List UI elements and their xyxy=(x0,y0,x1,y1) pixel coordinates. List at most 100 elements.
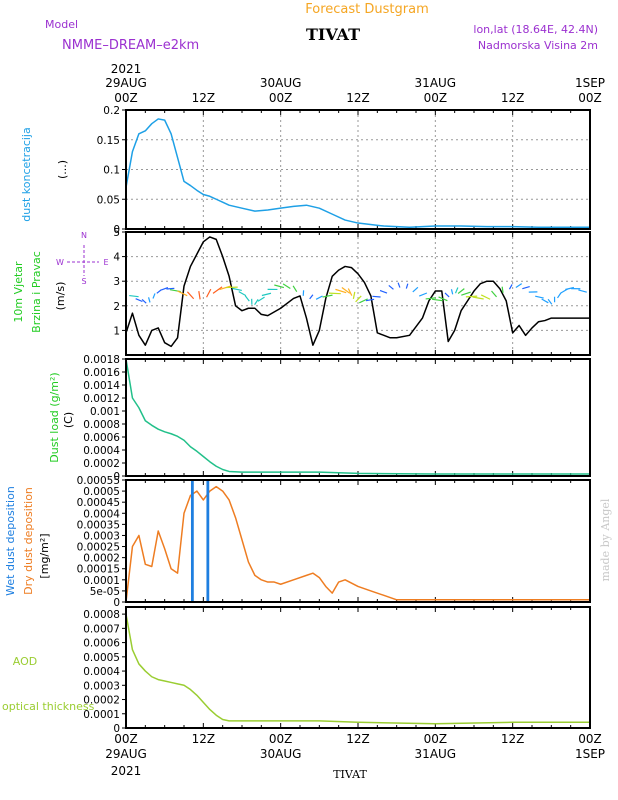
bottom-year: 2021 xyxy=(111,764,142,778)
wind-arrow xyxy=(578,289,587,293)
wind-arrow xyxy=(388,284,394,290)
y-tick-label: 0.0014 xyxy=(83,380,120,392)
wind-arrow xyxy=(257,296,265,302)
panel-frame xyxy=(125,479,591,603)
wind-arrow xyxy=(541,298,549,304)
wind-arrow xyxy=(432,298,443,302)
wind-arrow xyxy=(501,286,504,293)
series-line-wind-0 xyxy=(125,236,590,348)
y-axis-unit: [mg/m²] xyxy=(38,533,51,578)
wind-arrow xyxy=(166,287,175,290)
y-tick-label: 0.0001 xyxy=(83,709,120,721)
wind-arrow xyxy=(244,295,250,302)
compass-rose: N S W E xyxy=(56,231,108,286)
y-tick-label: 0.2 xyxy=(103,105,120,117)
y-tick-label: 0.0008 xyxy=(83,419,120,431)
y-tick-label: 0.0008 xyxy=(83,609,120,621)
legend-wet: Wet dust deposition xyxy=(4,486,17,596)
wind-arrow xyxy=(147,297,151,303)
top-tick-label: 00Z xyxy=(114,91,138,105)
elevation-text: Nadmorska Visina 2m xyxy=(478,39,598,52)
bottom-tick-label: 00Z xyxy=(114,732,138,746)
wind-arrow xyxy=(450,289,454,295)
wind-arrow xyxy=(282,283,291,289)
y-tick-label: 0.0006 xyxy=(83,638,120,650)
bottom-tick-label: 12Z xyxy=(192,732,216,746)
series-line-deposition-0 xyxy=(125,485,590,603)
y-tick-label: 0.0005 xyxy=(83,652,120,664)
y-tick-label: 3 xyxy=(113,276,120,288)
wind-arrow xyxy=(359,298,368,304)
series-line-deposition-1 xyxy=(126,479,590,603)
footer-station: TIVAT xyxy=(333,768,367,781)
y-tick-label: 0.0003 xyxy=(83,530,120,542)
y-axis-label-2: optical thickness xyxy=(2,700,95,713)
top-tick-label: 12Z xyxy=(192,91,216,105)
wind-arrow xyxy=(161,287,169,291)
wind-arrow xyxy=(491,290,498,298)
bottom-tick-label: 00Z xyxy=(578,732,602,746)
y-tick-label: 0.0018 xyxy=(83,354,120,366)
wind-arrow xyxy=(412,286,419,293)
wind-arrow xyxy=(135,298,143,303)
watermark: made by Angel xyxy=(599,498,612,581)
top-tick-label: 31AUG xyxy=(415,76,457,90)
y-tick-label: 0.001 xyxy=(90,406,120,418)
wind-arrow xyxy=(206,288,212,298)
wind-arrow xyxy=(480,294,491,300)
wind-arrow xyxy=(238,291,247,297)
y-tick-label: 0.0016 xyxy=(83,367,120,379)
top-year: 2021 xyxy=(111,62,142,76)
y-tick-label: 0.05 xyxy=(97,194,120,206)
y-tick-label: 0.0004 xyxy=(83,508,120,520)
wind-arrow xyxy=(328,292,341,295)
panel-frame xyxy=(125,231,591,356)
panel-dust_concentration: 0 0.05 0.1 0.15 0.2 dust koncetracija (...) xyxy=(20,105,591,236)
y-tick-label: 0.0004 xyxy=(83,445,120,457)
y-axis-unit: (m/s) xyxy=(54,282,67,311)
compass-n: N xyxy=(81,231,87,240)
wind-arrow xyxy=(535,295,544,299)
wind-arrow xyxy=(186,291,195,300)
y-tick-label: 5e-05 xyxy=(90,586,120,598)
bottom-tick-label: 00Z xyxy=(424,732,448,746)
top-tick-label: 00Z xyxy=(578,91,602,105)
y-tick-label: 0.00025 xyxy=(77,542,120,554)
y-tick-label: 0 xyxy=(113,224,120,236)
y-tick-label: 0.00045 xyxy=(77,497,120,509)
panel-deposition: 05e-050.00010.000150.00020.000250.00030.… xyxy=(4,475,591,609)
wind-arrow xyxy=(522,286,530,290)
wind-arrow xyxy=(465,295,478,298)
wind-arrow xyxy=(565,286,575,291)
y-axis-label: Dust load (g/m²) xyxy=(48,372,61,462)
y-tick-label: 0.00055 xyxy=(77,475,120,487)
wind-arrow xyxy=(461,291,471,296)
compass-w: W xyxy=(56,258,64,267)
wind-arrow xyxy=(141,298,147,304)
wind-arrow xyxy=(419,292,428,297)
wind-arrow xyxy=(274,284,285,289)
y-tick-label: 2 xyxy=(113,301,120,313)
wind-arrow xyxy=(212,286,223,294)
y-tick-label: 0.0007 xyxy=(83,623,120,635)
y-tick-label: 0.0004 xyxy=(83,666,120,678)
chart-panels: 0 0.05 0.1 0.15 0.2 dust koncetracija (...) 1 2 3… xyxy=(2,105,591,735)
wind-arrow xyxy=(232,287,242,291)
panel-dust_load: 00.00020.00040.00060.00080.0010.00120.00… xyxy=(48,354,591,483)
top-tick-label: 29AUG xyxy=(105,76,147,90)
wind-arrow xyxy=(472,296,484,300)
y-tick-label: 0.0006 xyxy=(83,432,120,444)
wind-arrow xyxy=(292,285,298,293)
y-tick-label: 0.0002 xyxy=(83,695,120,707)
y-tick-label: 5 xyxy=(113,227,120,239)
compass-e: E xyxy=(103,258,108,267)
panel-aod: 0 0.0001 0.0002 0.0003 0.0004 0.0005 0.0006 0.0… xyxy=(2,606,591,735)
wind-arrow xyxy=(557,292,562,299)
bottom-tick-label: 30AUG xyxy=(260,747,302,761)
forecast-title: Forecast Dustgram xyxy=(305,2,429,17)
y-axis-unit: (C) xyxy=(62,412,75,428)
top-tick-label: 12Z xyxy=(346,91,370,105)
bottom-tick-label: 31AUG xyxy=(415,747,457,761)
panel-frame xyxy=(125,109,591,230)
wind-arrow xyxy=(322,294,333,298)
